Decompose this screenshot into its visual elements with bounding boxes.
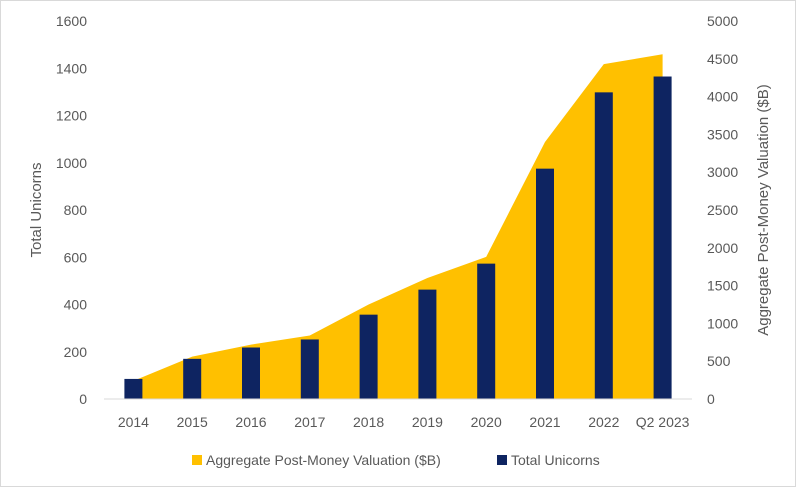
- y2-tick-labels: 0 500 1000 1500 2000 2500 3000 3500 4000 4500 5000: [707, 13, 738, 407]
- y2-tick-label: 3000: [707, 164, 738, 180]
- y2-tick-label: 4500: [707, 51, 738, 67]
- y2-tick-label: 1500: [707, 278, 738, 294]
- y2-tick-label: 5000: [707, 13, 738, 29]
- y-tick-label: 0: [79, 391, 87, 407]
- y2-tick-label: 2500: [707, 202, 738, 218]
- area-valuation: [133, 54, 663, 399]
- y2-tick-label: 4000: [707, 89, 738, 105]
- bar-2018: [359, 314, 378, 399]
- x-tick-label: 2017: [294, 414, 325, 430]
- bar-2015: [183, 358, 202, 399]
- y2-axis-title: Aggregate Post-Money Valuation ($B): [755, 84, 772, 336]
- y-tick-label: 1600: [56, 13, 87, 29]
- bar-2019: [418, 289, 437, 399]
- y-tick-label: 600: [64, 249, 88, 265]
- bar-2014: [124, 378, 143, 399]
- legend-label-unicorns: Total Unicorns: [511, 452, 600, 468]
- y-axis-title: Total Unicorns: [28, 162, 45, 257]
- legend-swatch-valuation: [192, 455, 202, 465]
- bar-q2-2023: [653, 76, 672, 400]
- x-tick-label: 2021: [529, 414, 560, 430]
- y-tick-label: 1400: [56, 60, 87, 76]
- y-tick-label: 400: [64, 297, 88, 313]
- y-tick-label: 800: [64, 202, 88, 218]
- y-tick-label: 1000: [56, 155, 87, 171]
- legend-swatch-unicorns: [497, 455, 507, 465]
- y-tick-label: 1200: [56, 108, 87, 124]
- x-tick-label: 2018: [353, 414, 384, 430]
- area-layer: [133, 54, 663, 399]
- x-tick-label: 2014: [118, 414, 149, 430]
- bar-2017: [300, 339, 319, 399]
- x-tick-label: 2019: [412, 414, 443, 430]
- y2-tick-label: 0: [707, 391, 715, 407]
- y2-tick-label: 2000: [707, 240, 738, 256]
- y-tick-label: 200: [64, 344, 88, 360]
- x-tick-labels: 2014 2015 2016 2017 2018 2019 2020 2021 2022 Q2 2…: [118, 414, 690, 430]
- x-tick-label: 2022: [588, 414, 619, 430]
- y-tick-labels: 0 200 400 600 800 1000 1200 1400 1600: [56, 13, 87, 407]
- y2-tick-label: 500: [707, 353, 731, 369]
- x-tick-label: 2016: [235, 414, 266, 430]
- x-tick-label: 2020: [471, 414, 502, 430]
- bar-2016: [242, 347, 260, 399]
- y2-tick-label: 3500: [707, 126, 738, 142]
- bar-layer: [124, 76, 672, 400]
- x-tick-label: Q2 2023: [636, 414, 690, 430]
- legend-label-valuation: Aggregate Post-Money Valuation ($B): [206, 452, 441, 468]
- y2-tick-label: 1000: [707, 315, 738, 331]
- bar-2020: [477, 263, 496, 399]
- bar-2022: [594, 92, 613, 399]
- bar-2021: [536, 168, 554, 399]
- x-tick-label: 2015: [177, 414, 208, 430]
- legend: Aggregate Post-Money Valuation ($B) Tota…: [192, 452, 600, 468]
